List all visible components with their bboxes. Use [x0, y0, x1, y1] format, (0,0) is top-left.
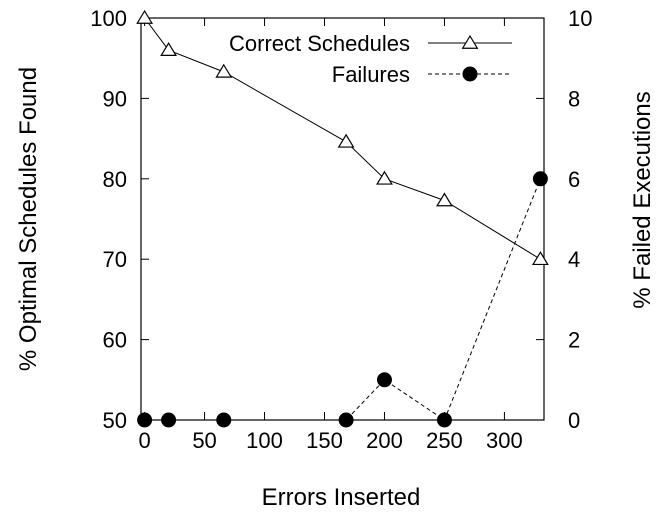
data-point-triangle [215, 63, 233, 78]
data-point-triangle [337, 133, 355, 148]
left-y-tick-label: 50 [103, 408, 127, 433]
x-tick-label: 100 [246, 428, 283, 453]
data-point-circle [161, 412, 177, 428]
left-y-axis-ticks: 50 60 70 80 90 100 [90, 6, 149, 433]
data-point-circle [137, 412, 153, 428]
legend-label: Failures [332, 62, 410, 87]
left-y-axis-label: % Optimal Schedules Found [15, 67, 42, 371]
x-tick-label: 0 [138, 428, 150, 453]
right-y-tick-label: 8 [568, 86, 580, 111]
data-point-circle [338, 412, 354, 428]
left-y-tick-label: 70 [103, 247, 127, 272]
left-y-tick-label: 90 [103, 86, 127, 111]
left-y-tick-label: 80 [103, 167, 127, 192]
legend-label: Correct Schedules [229, 31, 410, 56]
series-line [144, 178, 541, 421]
x-tick-label: 300 [486, 428, 523, 453]
x-tick-label: 50 [192, 428, 216, 453]
series-layer [136, 9, 549, 428]
legend: Correct Schedules Failures [229, 31, 512, 87]
data-point-circle [532, 171, 548, 187]
series-correct-schedules [136, 9, 549, 266]
x-tick-label: 200 [366, 428, 403, 453]
right-y-tick-label: 6 [568, 167, 580, 192]
left-y-tick-label: 100 [90, 6, 127, 31]
right-y-axis-ticks: 0 2 4 6 8 10 [536, 6, 592, 433]
left-y-tick-label: 60 [103, 328, 127, 353]
data-point-triangle [160, 41, 177, 57]
data-point-triangle [531, 251, 549, 266]
x-tick-label: 150 [306, 428, 343, 453]
legend-marker-circle [462, 66, 478, 82]
x-axis-ticks: 0 50 100 150 200 250 300 [138, 18, 523, 453]
series-failures [137, 171, 548, 428]
right-y-axis-label: % Failed Executions [629, 91, 656, 308]
data-point-circle [376, 372, 392, 388]
right-y-tick-label: 2 [568, 328, 580, 353]
x-axis-label: Errors Inserted [262, 484, 421, 511]
right-y-tick-label: 10 [568, 6, 592, 31]
data-point-triangle [376, 170, 393, 185]
data-point-circle [216, 412, 232, 428]
data-point-circle [436, 412, 452, 428]
data-point-triangle [436, 192, 453, 207]
legend-marker-triangle [461, 34, 479, 49]
data-point-triangle [136, 9, 154, 24]
right-y-tick-label: 0 [568, 408, 580, 433]
x-tick-label: 250 [426, 428, 463, 453]
right-y-tick-label: 4 [568, 247, 580, 272]
